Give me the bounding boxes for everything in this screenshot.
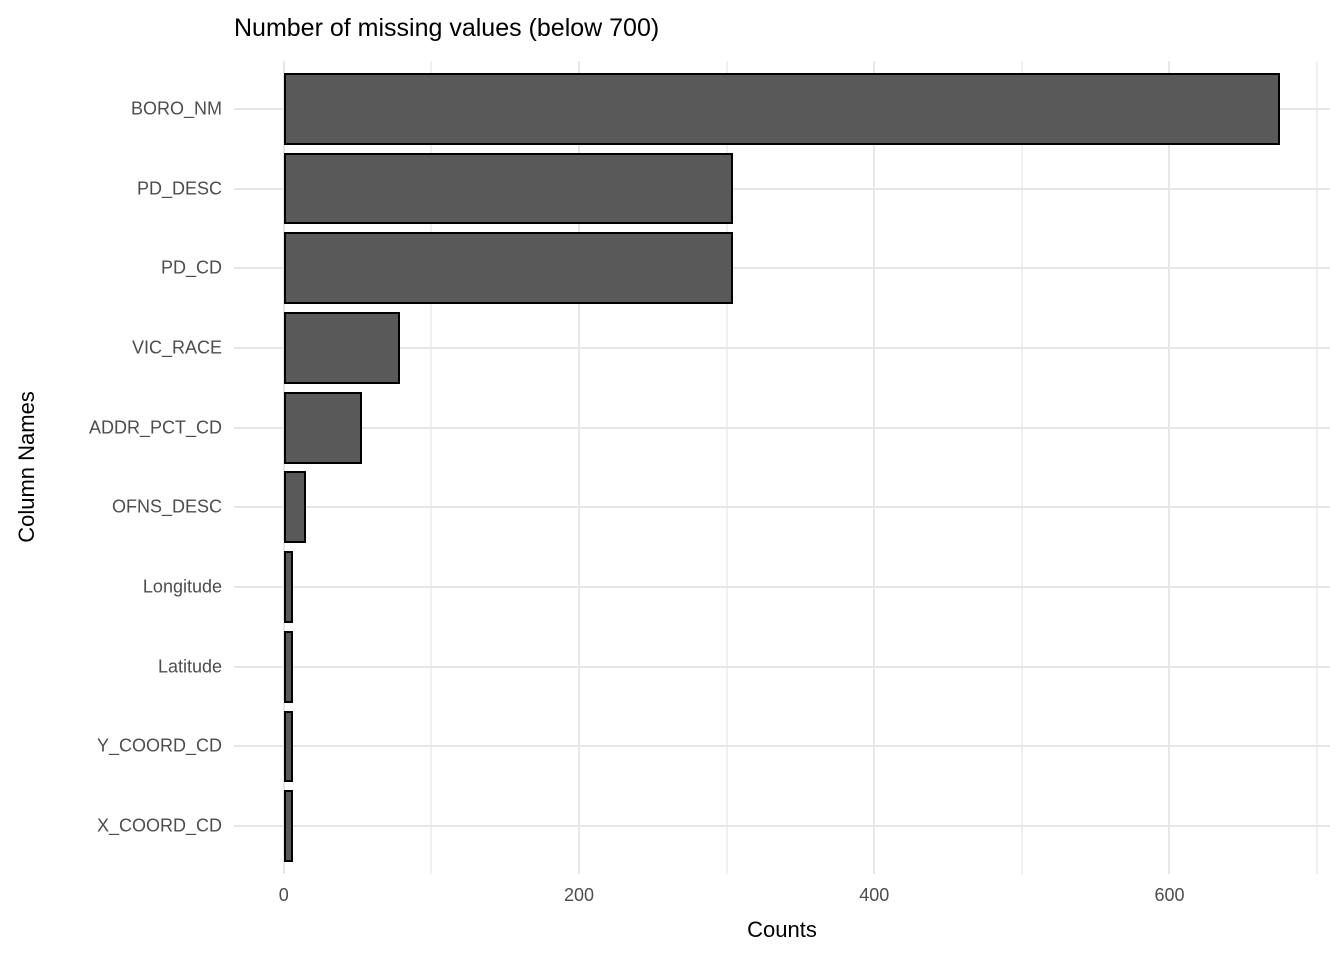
x-tick-label: 0 bbox=[278, 885, 289, 905]
bar-longitude bbox=[283, 551, 293, 623]
gridline-major-y bbox=[234, 825, 1330, 828]
y-tick-label: PD_CD bbox=[160, 257, 222, 278]
gridline-major-x bbox=[873, 61, 876, 874]
y-tick-label: ADDR_PCT_CD bbox=[88, 417, 222, 438]
bar-vic_race bbox=[283, 312, 401, 384]
x-axis-title: Counts bbox=[747, 917, 817, 942]
bar-y_coord_cd bbox=[283, 710, 293, 783]
gridline-minor-x bbox=[1020, 61, 1023, 874]
bar-ofns_desc bbox=[283, 471, 306, 544]
gridline-major-y bbox=[234, 506, 1330, 509]
y-tick-label: Longitude bbox=[142, 576, 222, 597]
gridline-major-y bbox=[234, 426, 1330, 429]
x-tick-label: 600 bbox=[1154, 885, 1185, 905]
plot-panel bbox=[234, 61, 1330, 874]
gridline-major-y bbox=[234, 745, 1330, 748]
bar-boro_nm bbox=[283, 72, 1281, 145]
bar-pd_desc bbox=[283, 152, 733, 225]
gridline-major-x bbox=[578, 61, 581, 874]
gridline-minor-x bbox=[725, 61, 728, 874]
y-axis-title: Column Names bbox=[14, 391, 39, 543]
y-tick-label: VIC_RACE bbox=[131, 337, 222, 358]
gridline-major-x bbox=[1168, 61, 1171, 874]
gridline-minor-x bbox=[1316, 61, 1319, 874]
gridline-major-x bbox=[282, 61, 285, 874]
bar-addr_pct_cd bbox=[283, 391, 363, 464]
bar-x_coord_cd bbox=[283, 790, 293, 863]
bar-latitude bbox=[283, 630, 293, 703]
gridline-major-y bbox=[234, 267, 1330, 270]
gridline-major-y bbox=[234, 665, 1330, 668]
gridline-major-y bbox=[234, 586, 1330, 589]
gridline-minor-x bbox=[430, 61, 433, 874]
y-tick-label: Latitude bbox=[157, 656, 222, 677]
y-tick-label: Y_COORD_CD bbox=[96, 735, 222, 756]
x-tick-label: 400 bbox=[859, 885, 890, 905]
y-tick-label: OFNS_DESC bbox=[111, 496, 222, 517]
x-tick-label: 200 bbox=[564, 885, 595, 905]
y-tick-label: X_COORD_CD bbox=[96, 815, 222, 836]
y-tick-label: PD_DESC bbox=[136, 178, 222, 199]
y-tick-label: BORO_NM bbox=[130, 98, 222, 119]
bar-pd_cd bbox=[283, 232, 733, 305]
chart-title: Number of missing values (below 700) bbox=[234, 14, 660, 42]
gridline-major-y bbox=[234, 346, 1330, 349]
gridline-major-y bbox=[234, 187, 1330, 190]
